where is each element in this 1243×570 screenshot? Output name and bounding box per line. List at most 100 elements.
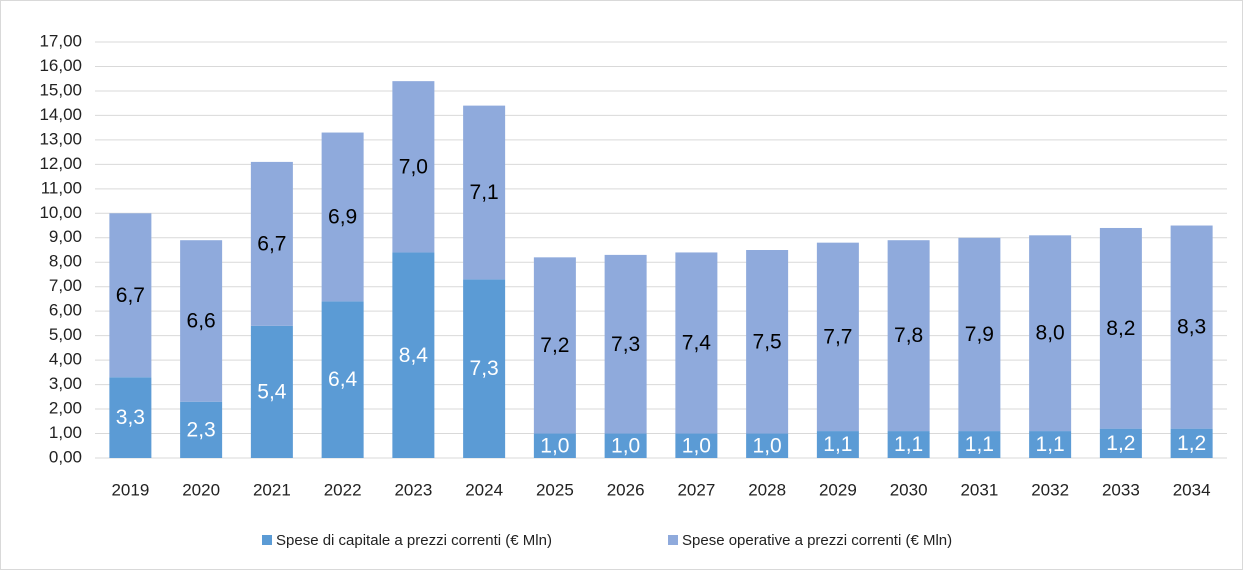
bar-segment <box>109 213 152 378</box>
y-tick-label: 13,00 <box>39 129 82 148</box>
bar-segment <box>321 301 364 458</box>
bar-segment <box>1170 225 1213 429</box>
data-label: 7,4 <box>682 332 712 355</box>
bar-segment <box>746 250 789 434</box>
x-tick-label: 2029 <box>819 480 857 499</box>
bar-segment <box>887 431 930 458</box>
bar-segment <box>463 105 506 280</box>
bar-segment <box>1099 428 1142 458</box>
y-tick-label: 1,00 <box>49 423 82 442</box>
data-label: 2,3 <box>187 418 216 441</box>
data-label: 1,0 <box>611 434 640 457</box>
bar-segment <box>1170 428 1213 458</box>
data-label: 7,2 <box>540 334 569 357</box>
data-label: 8,3 <box>1177 316 1206 339</box>
bar-segment <box>250 161 293 326</box>
x-tick-label: 2023 <box>394 480 432 499</box>
bar-segment <box>463 279 506 458</box>
legend-label: Spese operative a prezzi correnti (€ Mln… <box>682 532 952 549</box>
bar-segment <box>180 240 223 402</box>
bar-segment <box>816 242 859 432</box>
y-tick-label: 7,00 <box>49 276 82 295</box>
data-label: 7,3 <box>611 333 640 356</box>
x-tick-label: 2026 <box>607 480 645 499</box>
data-label: 6,4 <box>328 368 358 391</box>
data-label: 7,7 <box>823 325 852 348</box>
bar-segment <box>1029 431 1072 458</box>
data-label: 1,2 <box>1106 432 1135 455</box>
data-label: 1,1 <box>894 433 923 456</box>
data-label: 6,7 <box>116 284 145 307</box>
x-tick-label: 2033 <box>1102 480 1140 499</box>
data-label: 8,0 <box>1036 322 1065 345</box>
bar-segment <box>321 132 364 302</box>
data-label: 5,4 <box>257 380 287 403</box>
y-tick-label: 9,00 <box>49 227 82 246</box>
y-tick-label: 8,00 <box>49 252 82 271</box>
data-label: 7,5 <box>753 330 782 353</box>
y-tick-label: 0,00 <box>49 447 82 466</box>
y-tick-label: 5,00 <box>49 325 82 344</box>
y-tick-label: 14,00 <box>39 105 82 124</box>
bar-segment <box>533 433 576 458</box>
bar-segment <box>250 325 293 458</box>
bar-segment <box>958 237 1001 432</box>
data-label: 7,3 <box>470 357 499 380</box>
y-tick-label: 16,00 <box>39 56 82 75</box>
x-tick-label: 2021 <box>253 480 291 499</box>
y-tick-label: 2,00 <box>49 399 82 418</box>
bar-segment <box>958 431 1001 458</box>
bar-segment <box>180 401 223 458</box>
data-label: 7,9 <box>965 323 994 346</box>
x-tick-label: 2027 <box>677 480 715 499</box>
data-label: 8,4 <box>399 344 429 367</box>
bar-segment <box>675 252 718 434</box>
bar-segment <box>1099 227 1142 429</box>
bar-segment <box>604 254 647 434</box>
bar-segment <box>887 240 930 432</box>
x-tick-label: 2034 <box>1173 480 1211 499</box>
data-label: 7,0 <box>399 155 428 178</box>
x-tick-label: 2030 <box>890 480 928 499</box>
data-label: 1,0 <box>682 434 711 457</box>
y-tick-label: 4,00 <box>49 350 82 369</box>
legend-swatch <box>262 535 272 545</box>
bar-segment <box>392 252 435 458</box>
data-label: 6,6 <box>187 310 216 333</box>
data-label: 1,2 <box>1177 432 1206 455</box>
x-tick-label: 2025 <box>536 480 574 499</box>
y-tick-label: 6,00 <box>49 301 82 320</box>
data-label: 1,1 <box>1036 433 1065 456</box>
y-tick-label: 12,00 <box>39 154 82 173</box>
data-label: 6,9 <box>328 206 357 229</box>
bar-segment <box>109 377 152 458</box>
y-tick-label: 11,00 <box>41 178 82 197</box>
x-tick-label: 2032 <box>1031 480 1069 499</box>
data-label: 1,1 <box>823 433 852 456</box>
legend-label: Spese di capitale a prezzi correnti (€ M… <box>276 532 552 549</box>
data-label: 3,3 <box>116 406 145 429</box>
bar-segment <box>533 257 576 434</box>
bar-segment <box>675 433 718 458</box>
x-tick-label: 2019 <box>111 480 149 499</box>
bar-segment <box>1029 235 1072 432</box>
bar-segment <box>746 433 789 458</box>
y-tick-label: 17,00 <box>39 31 82 50</box>
bar-segment <box>604 433 647 458</box>
x-tick-label: 2028 <box>748 480 786 499</box>
y-tick-label: 15,00 <box>39 80 82 99</box>
bar-segment <box>816 431 859 458</box>
legend-swatch <box>668 535 678 545</box>
data-label: 7,1 <box>470 181 499 204</box>
data-label: 7,8 <box>894 324 923 347</box>
x-tick-label: 2024 <box>465 480 503 499</box>
data-label: 1,0 <box>540 434 569 457</box>
y-tick-label: 3,00 <box>49 374 82 393</box>
y-tick-label: 10,00 <box>39 203 82 222</box>
data-label: 8,2 <box>1106 317 1135 340</box>
x-tick-label: 2020 <box>182 480 220 499</box>
data-label: 6,7 <box>257 232 286 255</box>
data-label: 1,1 <box>965 433 994 456</box>
bar-segment <box>392 81 435 253</box>
